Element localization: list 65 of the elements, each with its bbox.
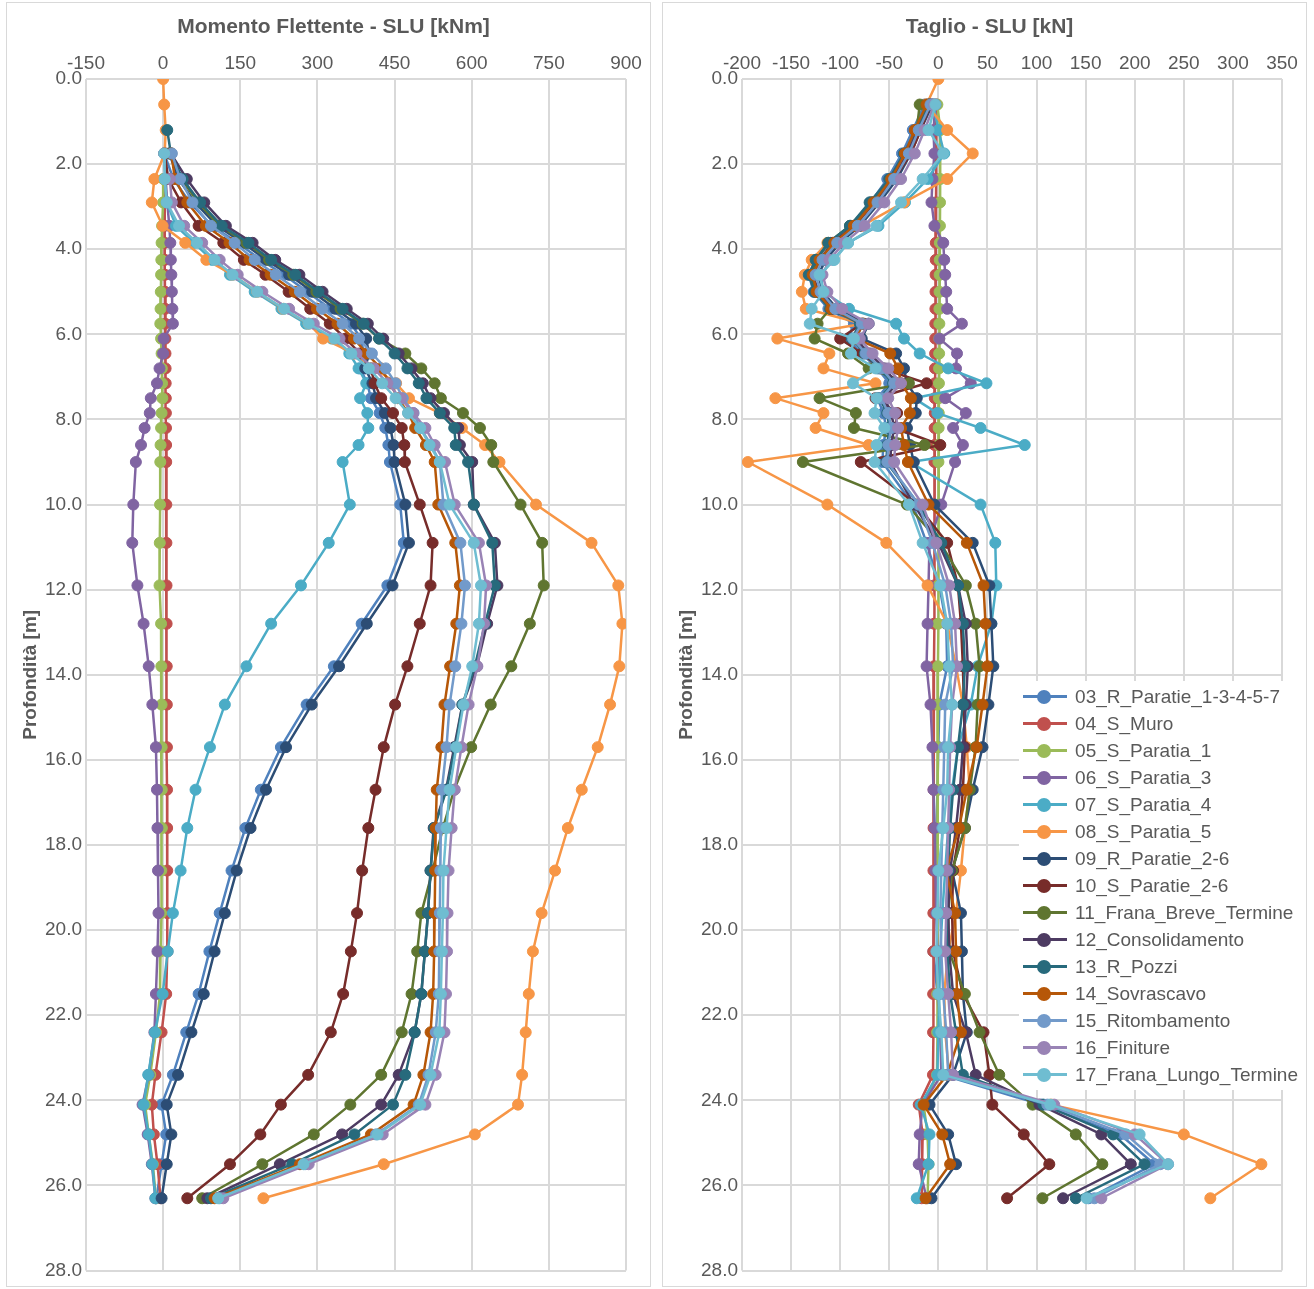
y-tick-label: 12.0 [45,577,82,599]
y-tick-label: 26.0 [45,1173,82,1195]
y-tick-label: 6.0 [55,322,82,344]
legend-label: 14_Sovrascavo [1075,982,1207,1005]
y-tick-label: 2.0 [55,152,82,174]
legend-label: 08_S_Paratia_5 [1075,820,1212,843]
y-tick-label: 10.0 [45,492,82,514]
y-tick-label: 14.0 [45,663,82,685]
y-tick-label: 18.0 [701,833,738,855]
y-tick-label: 10.0 [701,492,738,514]
legend-label: 11_Frana_Breve_Termine [1075,901,1294,924]
legend-label: 10_S_Paratie_2-6 [1075,874,1229,897]
legend-label: 06_S_Paratia_3 [1075,766,1212,789]
legend-label: 16_Finiture [1075,1036,1171,1059]
y-axis-title: Profondità [m] [19,609,41,740]
x-tick-label: 350 [1266,51,1298,73]
y-tick-label: 16.0 [701,748,738,770]
y-tick-label: 24.0 [45,1088,82,1110]
y-tick-label: 28.0 [45,1258,82,1280]
legend-label: 07_S_Paratia_4 [1075,793,1212,816]
x-tick-label: 300 [1217,51,1249,73]
y-tick-label: 16.0 [45,748,82,770]
y-tick-label: 12.0 [701,577,738,599]
y-tick-label: 4.0 [711,237,738,259]
y-tick-label: 8.0 [55,407,82,429]
legend-label: 13_R_Pozzi [1075,955,1178,978]
y-tick-label: 20.0 [701,918,738,940]
y-tick-label: 22.0 [45,1003,82,1025]
chart-title: Momento Flettente - SLU [kNm] [177,14,490,38]
x-tick-label: 600 [455,51,488,73]
x-tick-label: 900 [610,51,642,73]
y-tick-label: 20.0 [45,918,82,940]
y-tick-label: 2.0 [711,152,738,174]
legend-label: 17_Frana_Lungo_Termine [1075,1063,1298,1086]
y-tick-label: 26.0 [701,1173,738,1195]
x-tick-label: 150 [1069,51,1102,73]
y-tick-label: 6.0 [711,322,738,344]
x-tick-label: 50 [976,51,999,73]
y-tick-label: 24.0 [701,1088,738,1110]
x-tick-label: -100 [821,51,860,73]
legend-label: 05_S_Paratia_1 [1075,739,1212,762]
legend-label: 09_R_Paratie_2-6 [1075,847,1230,870]
x-tick-label: 0 [157,51,169,73]
x-tick-label: 750 [533,51,565,73]
x-tick-label: 100 [1020,51,1053,73]
x-tick-label: 250 [1167,51,1200,73]
x-tick-label: 0 [933,51,944,73]
chart-title: Taglio - SLU [kN] [905,14,1074,38]
legend-label: 04_S_Muro [1075,712,1174,735]
legend-label: 03_R_Paratie_1-3-4-5-7 [1075,685,1281,708]
y-tick-label: 28.0 [701,1258,738,1280]
x-tick-label: 300 [301,51,334,73]
x-tick-label: 450 [378,51,411,73]
x-tick-label: -150 [772,51,811,73]
x-tick-label: -50 [875,51,903,73]
x-tick-label: 150 [224,51,257,73]
y-tick-label: 4.0 [55,237,82,259]
legend-label: 15_Ritombamento [1075,1009,1231,1032]
y-tick-label: 22.0 [701,1003,738,1025]
y-axis-title: Profondità [m] [675,609,697,740]
legend-label: 12_Consolidamento [1075,928,1245,951]
x-tick-label: 200 [1118,51,1151,73]
y-tick-label: 8.0 [711,407,738,429]
y-tick-label: 14.0 [701,663,738,685]
y-tick-label: 18.0 [45,833,82,855]
